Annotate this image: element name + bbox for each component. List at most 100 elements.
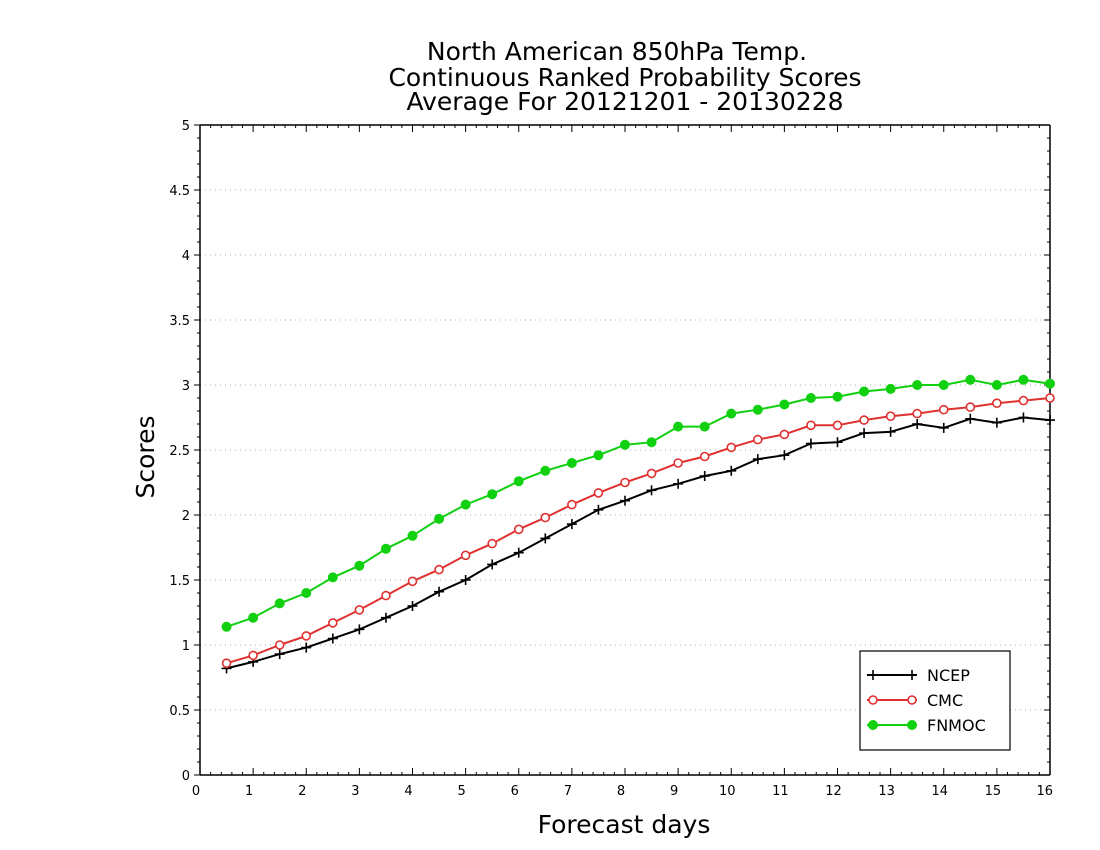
data-point-ncep	[752, 454, 763, 465]
legend-label: FNMOC	[927, 716, 986, 735]
data-point-cmc	[912, 408, 922, 419]
data-point-ncep	[646, 485, 657, 496]
data-point-cmc	[699, 451, 710, 462]
data-point-cmc	[274, 640, 285, 650]
y-tick-label: 4	[182, 249, 190, 264]
data-point-cmc	[965, 402, 976, 412]
data-point-fnmoc	[1045, 378, 1055, 389]
data-point-ncep	[327, 633, 338, 644]
series	[221, 374, 1055, 674]
data-point-cmc	[753, 434, 763, 445]
data-point-ncep	[566, 519, 577, 530]
data-point-cmc	[1045, 393, 1055, 403]
data-point-cmc	[354, 605, 365, 615]
data-point-ncep	[859, 428, 870, 439]
series-ncep	[221, 412, 1055, 674]
data-point-cmc	[487, 538, 497, 549]
grid	[200, 189, 1050, 711]
data-point-ncep	[1045, 415, 1055, 426]
data-point-ncep	[885, 426, 896, 437]
data-point-cmc	[301, 631, 312, 641]
data-point-ncep	[274, 649, 285, 660]
data-point-cmc	[593, 488, 604, 498]
data-point-ncep	[699, 471, 710, 481]
legend-marker-right	[907, 720, 917, 730]
data-point-cmc	[673, 458, 683, 468]
data-point-fnmoc	[274, 598, 285, 609]
data-point-cmc	[832, 420, 843, 431]
x-tick-label: 3	[351, 784, 359, 799]
y-tick-label: 0.5	[169, 704, 190, 719]
x-tick-label: 6	[511, 784, 519, 799]
data-point-fnmoc	[566, 458, 577, 468]
data-point-cmc	[540, 512, 551, 523]
data-point-fnmoc	[620, 439, 630, 450]
data-point-ncep	[620, 495, 630, 506]
data-point-fnmoc	[938, 380, 949, 390]
data-point-cmc	[434, 564, 444, 575]
data-point-cmc	[938, 404, 949, 415]
data-point-fnmoc	[752, 404, 763, 415]
x-tick-label: 2	[298, 784, 306, 799]
legend-marker-left	[868, 720, 878, 730]
x-tick-label: 7	[564, 784, 572, 799]
data-point-cmc	[567, 499, 577, 510]
x-tick-label: 5	[457, 784, 465, 799]
data-point-cmc	[646, 468, 657, 479]
x-tick-label: 12	[825, 784, 842, 799]
data-point-cmc	[513, 524, 524, 535]
data-point-fnmoc	[301, 588, 312, 598]
legend-marker-left	[868, 670, 878, 680]
y-tick-label: 3.5	[169, 314, 190, 329]
x-tick-label: 9	[670, 784, 678, 799]
y-tick-label: 0	[182, 769, 190, 784]
legend: NCEP CMC FNMOC	[859, 650, 1011, 751]
chart-title-line-1: North American 850hPa Temp.	[427, 37, 807, 66]
data-point-cmc	[779, 429, 790, 440]
data-point-fnmoc	[434, 513, 445, 524]
legend-marker-right	[907, 670, 917, 680]
data-point-fnmoc	[354, 560, 365, 571]
data-point-fnmoc	[593, 450, 604, 461]
legend-item-fnmoc: FNMOC	[867, 716, 986, 735]
data-point-fnmoc	[487, 489, 498, 500]
data-point-ncep	[513, 547, 524, 558]
legend-label: CMC	[927, 691, 963, 710]
data-point-fnmoc	[885, 383, 896, 394]
legend-marker-right	[907, 695, 917, 705]
legend-box	[859, 650, 1011, 751]
data-point-fnmoc	[380, 543, 391, 554]
y-tick-label: 1	[182, 639, 190, 654]
series-line-cmc	[226, 397, 1051, 665]
data-point-cmc	[992, 398, 1002, 409]
data-point-ncep	[673, 478, 684, 489]
data-point-cmc	[328, 618, 338, 628]
data-point-ncep	[354, 624, 365, 635]
data-point-cmc	[859, 415, 869, 425]
y-tick-label: 1.5	[169, 574, 190, 589]
data-point-ncep	[460, 575, 471, 585]
data-point-fnmoc	[832, 391, 843, 402]
x-tick-label: 15	[985, 784, 1002, 799]
x-tick-label: 10	[719, 784, 736, 799]
data-point-fnmoc	[673, 421, 684, 432]
data-point-fnmoc	[248, 612, 259, 623]
x-tick-label: 4	[404, 784, 412, 799]
data-point-fnmoc	[805, 393, 816, 403]
data-point-fnmoc	[965, 374, 976, 385]
x-tick-label: 14	[931, 784, 948, 799]
data-point-cmc	[806, 420, 816, 431]
axes: 00.511.522.533.544.550 1 2 3 4 5 6 7 8 9 10 11 12 13 1…	[169, 119, 1053, 799]
chart-title-line-2: Continuous Ranked Probability Scores	[388, 63, 861, 92]
data-point-ncep	[434, 586, 445, 597]
y-axis-label: Scores	[131, 415, 160, 498]
data-point-ncep	[938, 422, 949, 433]
legend-item-cmc: CMC	[867, 691, 963, 710]
legend-marker-left	[868, 695, 878, 705]
x-axis-label: Forecast days	[538, 810, 711, 839]
legend-item-ncep: NCEP	[867, 666, 970, 685]
data-point-fnmoc	[699, 421, 710, 432]
data-point-fnmoc	[859, 386, 870, 397]
data-point-ncep	[540, 533, 551, 544]
